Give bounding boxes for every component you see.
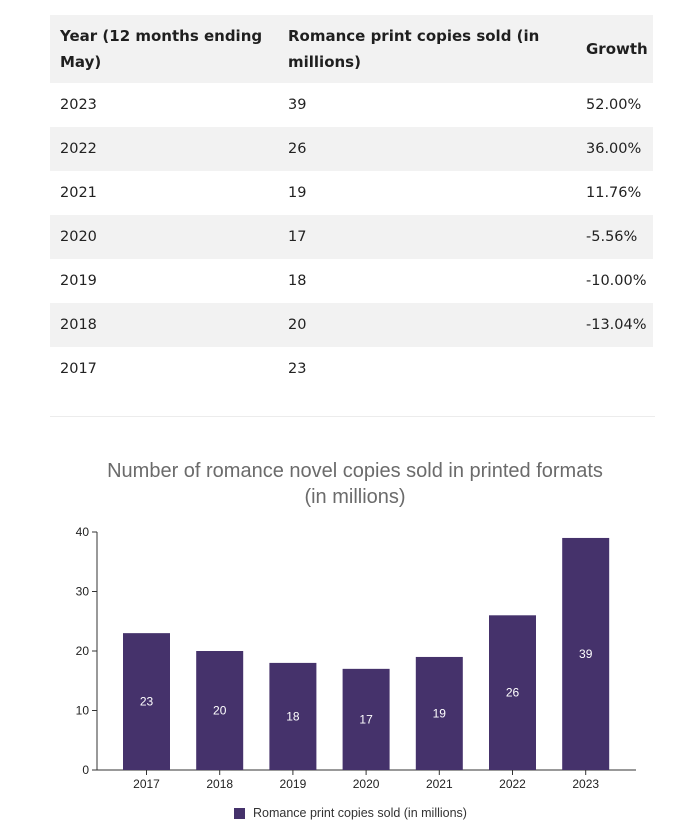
bar-2019 (269, 662, 317, 770)
bar-2022 (489, 615, 536, 770)
y-tick-label: 20 (76, 644, 90, 658)
bar-data-label: 39 (579, 647, 593, 661)
x-tick-label: 2023 (572, 777, 599, 791)
cell-year: 2020 (60, 229, 97, 245)
cell-copies: 23 (288, 361, 307, 377)
bar-data-label: 18 (286, 709, 300, 723)
cell-growth: -5.56% (586, 229, 638, 245)
cell-year: 2018 (60, 317, 97, 333)
y-tick-label: 30 (76, 585, 90, 599)
cell-year: 2019 (60, 273, 97, 289)
cell-year: 2022 (60, 141, 97, 157)
cell-copies: 20 (288, 317, 307, 333)
x-tick-label: 2022 (499, 777, 526, 791)
table-row: 2022 26 36.00% (50, 127, 653, 171)
header-growth: Growth (586, 40, 648, 58)
cell-growth: 36.00% (586, 141, 642, 157)
x-tick-label: 2017 (133, 777, 160, 791)
x-tick-label: 2021 (426, 777, 453, 791)
chart-title: Number of romance novel copies sold in p… (60, 458, 650, 510)
x-tick-label: 2018 (206, 777, 233, 791)
y-tick-label: 40 (76, 525, 90, 539)
chart-title-line-1: Number of romance novel copies sold in p… (107, 460, 603, 482)
cell-copies: 19 (288, 185, 307, 201)
y-tick-label: 10 (76, 704, 90, 718)
bar-chart: 0 10 20 30 40 23 2017 20 2018 18 2019 17 2020 19 2021 2… (76, 525, 636, 791)
table-row: 2021 19 11.76% (50, 171, 653, 215)
y-tick-label: 0 (82, 763, 89, 777)
cell-year: 2023 (60, 97, 97, 113)
section-divider (50, 416, 655, 417)
x-tick-label: 2019 (280, 777, 307, 791)
bar-data-label: 17 (359, 712, 373, 726)
cell-growth: 11.76% (586, 185, 642, 201)
header-year: Year (12 months ending May) (60, 27, 263, 71)
cell-year: 2021 (60, 185, 97, 201)
cell-growth: -10.00% (586, 273, 647, 289)
table-row: 2017 23 (50, 347, 653, 391)
chart-title-line-2: (in millions) (304, 486, 406, 508)
cell-copies: 17 (288, 229, 307, 245)
bar-2018 (196, 651, 244, 770)
bar-2017 (123, 633, 170, 770)
legend-label: Romance print copies sold (in millions) (253, 806, 467, 820)
bar-data-label: 26 (506, 686, 520, 700)
cell-growth: -13.04% (586, 317, 647, 333)
chart-legend: Romance print copies sold (in millions) (234, 805, 467, 821)
bar-data-label: 23 (140, 695, 154, 709)
cell-copies: 26 (288, 141, 307, 157)
cell-copies: 39 (288, 97, 307, 113)
x-tick-label: 2020 (353, 777, 380, 791)
bar-data-label: 19 (433, 706, 447, 720)
bar-2020 (342, 668, 390, 770)
table-row: 2023 39 52.00% (50, 83, 653, 127)
cell-copies: 18 (288, 273, 307, 289)
table-row: 2019 18 -10.00% (50, 259, 653, 303)
table-row: 2020 17 -5.56% (50, 215, 653, 259)
cell-growth: 52.00% (586, 97, 642, 113)
table-row: 2018 20 -13.04% (50, 303, 653, 347)
bar-2023 (562, 537, 610, 770)
header-copies: Romance print copies sold (in millions) (288, 27, 540, 71)
legend-swatch (234, 807, 245, 819)
cell-year: 2017 (60, 361, 97, 377)
bar-data-label: 20 (213, 704, 227, 718)
bar-2021 (415, 656, 463, 770)
data-table: Year (12 months ending May) Romance prin… (50, 15, 653, 391)
table-header-row: Year (12 months ending May) Romance prin… (50, 15, 653, 83)
